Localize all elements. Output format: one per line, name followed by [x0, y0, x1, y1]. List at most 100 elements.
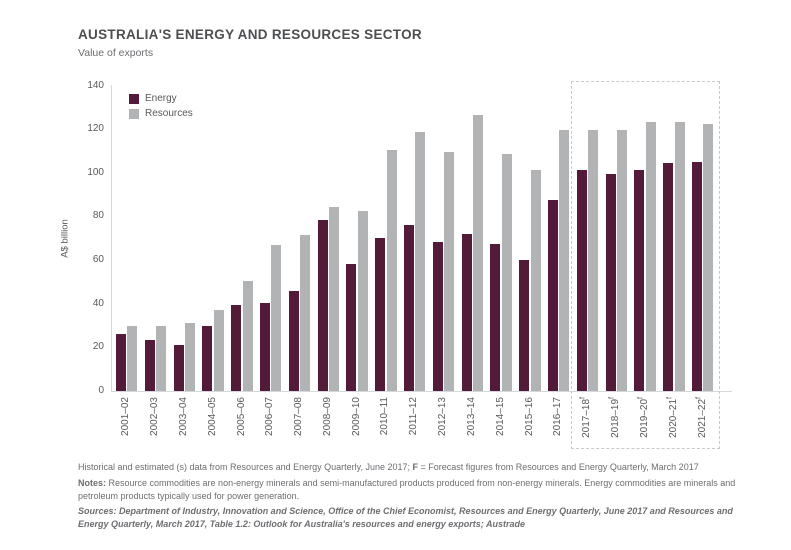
x-tick-label: 2010–11	[379, 397, 391, 436]
bar-energy-2010–11	[375, 238, 386, 391]
footnote-segment: F	[412, 462, 419, 472]
x-tick-wrap: 2014–15	[486, 394, 515, 458]
x-tick-wrap: 2009–10	[342, 394, 371, 458]
x-tick-label: 2002–03	[149, 397, 161, 436]
bar-energy-2017–18	[576, 169, 587, 391]
forecast-box	[571, 81, 720, 449]
bar-resources-2007–08	[300, 234, 311, 391]
bar-resources-2016–17	[559, 130, 570, 391]
bar-energy-2004–05	[202, 325, 213, 391]
bar-energy-2007–08	[288, 290, 299, 391]
bar-resources-2001–02	[127, 325, 138, 391]
bar-energy-2009–10	[346, 264, 357, 391]
bar-resources-2009–10	[357, 210, 368, 391]
x-tick-label: 2016–17	[552, 397, 564, 436]
x-tick-wrap: 2011–12	[400, 394, 429, 458]
y-tick-label: 100	[87, 166, 104, 178]
x-tick-label: 2015–16	[523, 397, 535, 436]
footnote-segment: Historical and estimated (s) data from R…	[78, 462, 413, 472]
footnote-segment: Resource commodities are non-energy mine…	[78, 477, 736, 501]
y-tick-label: 80	[92, 210, 104, 222]
bar-resources-2015–16	[530, 169, 541, 391]
x-tick-label: 2012–13	[437, 397, 449, 436]
x-tick-wrap: 2013–14	[458, 394, 487, 458]
x-tick-label: 2006–07	[264, 397, 276, 436]
x-tick-wrap: 2002–03	[141, 394, 170, 458]
footnote-segment: Notes:	[78, 477, 107, 488]
bar-resources-2021–22	[703, 123, 714, 391]
x-tick-wrap: 2015–16	[515, 394, 544, 458]
legend: Energy Resources	[129, 93, 193, 119]
bar-resources-2018–19	[616, 130, 627, 391]
bar-resources-2010–11	[386, 149, 397, 391]
x-tick-label: 2005–06	[235, 397, 247, 436]
bar-resources-2011–12	[415, 132, 426, 391]
x-tick-label: 2011–12	[408, 397, 420, 436]
bar-resources-2008–09	[328, 206, 339, 391]
bar-energy-2019–20	[634, 169, 645, 391]
footnote-segment: = Forecast figures from Resources and En…	[418, 462, 699, 472]
x-tick-wrap: 2004–05	[198, 394, 227, 458]
page-subtitle: Value of exports	[78, 47, 154, 59]
x-tick-label: 2003–04	[178, 397, 189, 436]
bar-energy-2001–02	[116, 334, 126, 391]
y-tick-label: 40	[92, 297, 104, 309]
y-axis-line	[111, 85, 112, 391]
x-tick-wrap: 2010–11	[371, 394, 400, 458]
y-tick-label: 20	[92, 341, 104, 353]
bar-energy-2005–06	[231, 304, 242, 391]
bar-energy-2008–09	[317, 219, 328, 391]
x-tick-wrap: 2012–13	[429, 394, 458, 458]
bar-energy-2013–14	[461, 233, 472, 391]
bar-energy-2003–04	[173, 345, 184, 391]
y-tick-label: 140	[87, 79, 104, 91]
bar-energy-2018–19	[605, 173, 616, 391]
footnote-historical: Historical and estimated (s) data from R…	[78, 461, 750, 474]
bar-resources-2013–14	[472, 114, 483, 391]
x-tick-label: 2014–15	[494, 397, 506, 436]
bar-resources-2019–20	[645, 121, 656, 391]
bar-energy-2014–15	[490, 243, 501, 391]
resources-swatch-icon	[129, 108, 139, 119]
bar-resources-2014–15	[501, 154, 512, 391]
x-tick-label: 2001–02	[120, 397, 132, 436]
x-tick-label: 2004–05	[206, 397, 218, 436]
page-title: AUSTRALIA'S ENERGY AND RESOURCES SECTOR	[78, 27, 422, 42]
footnote-segment: Sources: Department of Industry, Innovat…	[78, 506, 733, 530]
bar-resources-2002–03	[156, 325, 167, 391]
bar-energy-2006–07	[260, 302, 270, 391]
x-tick-wrap: 2005–06	[227, 394, 256, 458]
legend-item-energy: Energy	[129, 93, 193, 104]
x-tick-label: 2008–09	[322, 397, 333, 436]
x-tick-wrap: 2007–08	[285, 394, 314, 458]
x-axis-line	[111, 391, 732, 392]
footnotes: Historical and estimated (s) data from R…	[78, 461, 750, 534]
bar-resources-2005–06	[242, 280, 253, 391]
bar-resources-2020–21	[674, 121, 685, 391]
y-tick-label: 120	[87, 123, 104, 135]
x-tick-wrap: 2006–07	[256, 394, 285, 458]
x-tick-wrap: 2008–09	[314, 394, 343, 458]
bar-resources-2012–13	[444, 152, 455, 391]
x-tick-wrap: 2003–04	[170, 394, 199, 458]
y-tick-label: 60	[92, 254, 104, 266]
bar-energy-2011–12	[404, 225, 414, 391]
footnote-sources: Sources: Department of Industry, Innovat…	[78, 505, 750, 531]
bar-energy-2012–13	[432, 241, 443, 391]
x-tick-label: 2013–14	[466, 397, 477, 436]
bar-energy-2016–17	[548, 200, 558, 391]
legend-item-resources: Resources	[129, 108, 193, 119]
x-tick-wrap: 2001–02	[112, 394, 141, 458]
y-tick-label: 0	[98, 385, 104, 396]
energy-swatch-icon	[129, 93, 139, 104]
bar-energy-2021–22	[692, 161, 702, 391]
x-tick-label: 2007–08	[293, 397, 305, 436]
x-tick-wrap: 2016–17	[544, 394, 573, 458]
bar-resources-2004–05	[213, 310, 224, 391]
x-tick-label: 2009–10	[350, 397, 362, 436]
footnote-notes: Notes: Resource commodities are non-ener…	[78, 477, 750, 503]
legend-label: Energy	[145, 93, 177, 104]
legend-label: Resources	[145, 108, 193, 119]
bar-resources-2017–18	[588, 130, 599, 391]
